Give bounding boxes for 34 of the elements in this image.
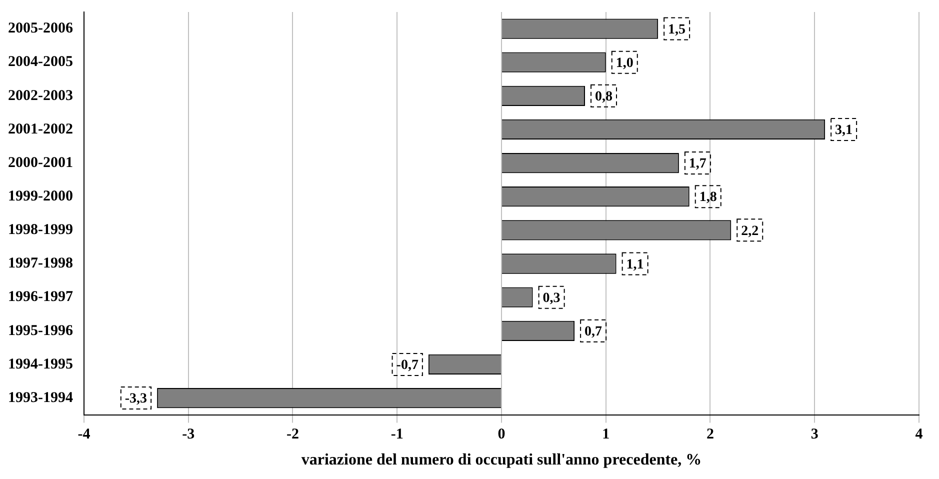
data-label: 2,2 [741, 224, 759, 239]
x-tick-label: 3 [810, 426, 818, 443]
x-tick-label: -4 [78, 426, 91, 443]
data-label: 1,0 [616, 56, 634, 71]
y-tick-label: 1995-1996 [8, 322, 74, 339]
y-tick-label: 1996-1997 [8, 289, 74, 306]
x-tick-label: -1 [390, 426, 404, 443]
y-tick-label: 2005-2006 [8, 20, 74, 37]
data-label: -0,7 [396, 358, 418, 374]
x-tick-label: 0 [498, 426, 506, 443]
y-tick-label: 1997-1998 [8, 256, 73, 272]
y-tick-label: 1999-2000 [8, 188, 73, 204]
data-label: 1,5 [668, 22, 686, 38]
y-tick-label: 2004-2005 [8, 54, 73, 70]
y-tick-label: 1993-1994 [8, 390, 74, 406]
y-tick-label: 2002-2003 [8, 88, 73, 104]
x-tick-label: -2 [286, 426, 299, 443]
data-label: 0,8 [595, 90, 612, 105]
data-label: 1,1 [626, 257, 644, 272]
y-tick-label: 1994-1995 [8, 356, 73, 372]
x-axis-title: variazione del numero di occupati sull'anno precedente, % [301, 452, 702, 469]
data-label: 3,1 [835, 123, 853, 138]
data-label: 0,3 [542, 290, 560, 306]
data-label: 0,7 [584, 324, 602, 340]
x-tick-label: 2 [706, 426, 714, 443]
x-tick-label: -3 [182, 426, 195, 443]
y-tick-label: 2001-2002 [8, 121, 73, 138]
x-tick-label: 4 [915, 426, 924, 443]
y-tick-label: 1998-1999 [8, 222, 73, 238]
data-label: 1,8 [699, 190, 717, 206]
data-label: -3,3 [124, 392, 148, 407]
y-tick-label: 2000-2001 [8, 154, 73, 171]
data-label: 1,7 [688, 156, 706, 172]
x-tick-label: 1 [602, 426, 610, 443]
